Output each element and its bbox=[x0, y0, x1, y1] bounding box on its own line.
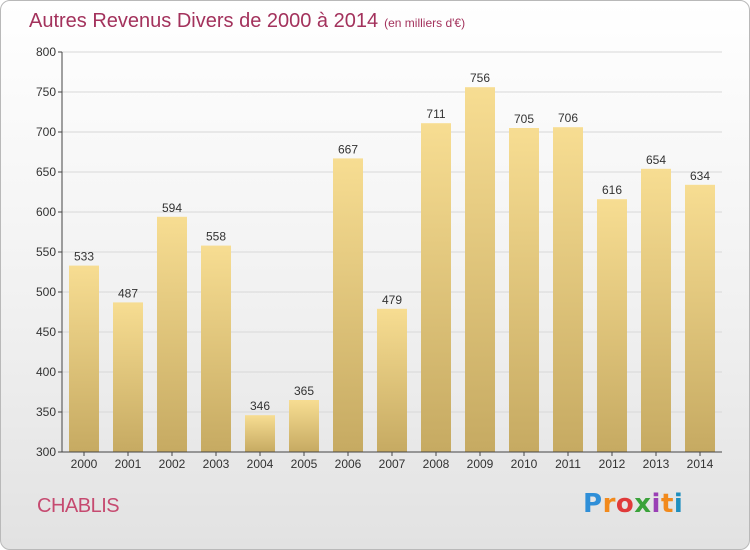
data-label: 616 bbox=[602, 183, 622, 197]
bar-2014 bbox=[685, 184, 715, 453]
y-tick-label: 800 bbox=[36, 45, 56, 59]
bar-2013 bbox=[641, 168, 671, 453]
bar-2007 bbox=[377, 308, 407, 452]
y-tick-label: 400 bbox=[36, 365, 56, 379]
bar-2001 bbox=[113, 302, 143, 452]
bars bbox=[69, 87, 715, 453]
x-tick-label: 2014 bbox=[687, 457, 714, 471]
data-label: 705 bbox=[514, 112, 534, 126]
x-tick-label: 2002 bbox=[159, 457, 186, 471]
y-tick-label: 300 bbox=[36, 445, 56, 459]
x-tick-label: 2004 bbox=[247, 457, 274, 471]
y-tick-label: 650 bbox=[36, 165, 56, 179]
bar-2011 bbox=[553, 127, 583, 452]
chart-title: Autres Revenus Divers de 2000 à 2014 (en … bbox=[29, 10, 465, 33]
data-label: 711 bbox=[426, 107, 445, 121]
x-tick-label: 2011 bbox=[555, 457, 581, 471]
x-tick-label: 2006 bbox=[335, 457, 362, 471]
data-label: 487 bbox=[118, 286, 138, 300]
bar-2012 bbox=[597, 199, 627, 452]
x-tick-label: 2000 bbox=[71, 457, 98, 471]
x-tick-label: 2008 bbox=[423, 457, 450, 471]
data-label: 346 bbox=[250, 399, 270, 413]
bar-2009 bbox=[465, 87, 495, 452]
bar-2006 bbox=[333, 158, 363, 452]
bar-2005 bbox=[289, 400, 319, 452]
x-tick-label: 2003 bbox=[203, 457, 230, 471]
y-tick-label: 750 bbox=[36, 85, 56, 99]
bar-2003 bbox=[201, 245, 231, 452]
data-label: 667 bbox=[338, 142, 358, 156]
bar-2002 bbox=[157, 216, 187, 452]
data-label: 634 bbox=[690, 169, 710, 183]
data-label: 654 bbox=[646, 153, 666, 167]
x-tick-label: 2009 bbox=[467, 457, 494, 471]
x-tick-label: 2005 bbox=[291, 457, 318, 471]
commune-name: CHABLIS bbox=[37, 495, 120, 517]
proxiti-logo[interactable]: Proxiti bbox=[583, 489, 684, 519]
bar-2010 bbox=[509, 128, 539, 452]
y-tick-label: 700 bbox=[36, 125, 56, 139]
bar-2008 bbox=[421, 123, 451, 452]
y-tick-label: 600 bbox=[36, 205, 56, 219]
chart-title-text: Autres Revenus Divers de 2000 à 2014 bbox=[29, 10, 379, 32]
data-label: 756 bbox=[470, 71, 490, 85]
x-tick-label: 2012 bbox=[599, 457, 626, 471]
axes bbox=[58, 51, 722, 456]
bar-2004 bbox=[245, 415, 275, 452]
y-tick-label: 450 bbox=[36, 325, 56, 339]
data-label: 479 bbox=[382, 293, 402, 307]
y-tick-label: 550 bbox=[36, 245, 56, 259]
x-tick-label: 2010 bbox=[511, 457, 538, 471]
data-label: 365 bbox=[294, 384, 314, 398]
y-tick-label: 350 bbox=[36, 405, 56, 419]
x-tick-label: 2001 bbox=[115, 457, 142, 471]
labels: 300 350 400 450 500 550 600 650 700 750 800 533 2000… bbox=[36, 45, 714, 471]
data-label: 706 bbox=[558, 111, 578, 125]
data-label: 533 bbox=[74, 250, 94, 264]
x-tick-label: 2007 bbox=[379, 457, 406, 471]
bar-2000 bbox=[69, 265, 99, 452]
chart-unit: (en milliers d'€) bbox=[384, 16, 466, 30]
data-label: 558 bbox=[206, 230, 226, 244]
y-tick-label: 500 bbox=[36, 285, 56, 299]
data-label: 594 bbox=[162, 201, 182, 215]
x-tick-label: 2013 bbox=[643, 457, 670, 471]
